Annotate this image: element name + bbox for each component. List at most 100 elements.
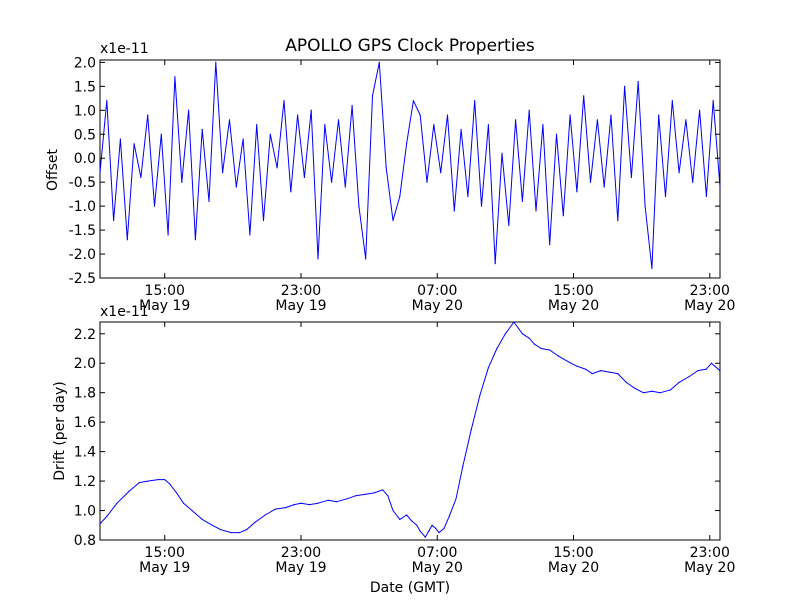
offset-x-tick-time: 15:00 (553, 283, 593, 299)
drift-data-point (533, 343, 535, 345)
offset-data-point (474, 100, 476, 102)
offset-data-point (555, 133, 558, 135)
drift-y-tick-label: 0.8 (74, 533, 96, 549)
offset-data-point (242, 138, 244, 140)
offset-data-point (262, 219, 265, 222)
drift-x-tick-time: 23:00 (690, 545, 730, 561)
drift-data-point (670, 389, 672, 391)
drift-data-point (424, 536, 426, 538)
offset-plot-frame (99, 59, 721, 279)
drift-data-point (470, 428, 472, 431)
drift-y-tick-label: 2.2 (74, 327, 96, 343)
offset-data-point (508, 224, 510, 226)
offset-x-tick-date: May 20 (548, 298, 599, 314)
offset-data-point (358, 205, 360, 207)
offset-data-point (385, 167, 387, 169)
offset-data-point (119, 138, 121, 140)
drift-y-tick-label: 1.6 (74, 415, 96, 431)
offset-data-point (685, 119, 687, 121)
drift-plot-frame (99, 321, 721, 541)
drift-data-point (239, 532, 241, 534)
drift-data-point (211, 524, 213, 526)
drift-data-point (496, 347, 498, 350)
offset-data-point (712, 100, 714, 102)
offset-data-point (719, 186, 721, 188)
drift-data-point (346, 498, 348, 500)
drift-data-point (678, 381, 680, 383)
drift-data-point (300, 502, 302, 504)
offset-x-tick-date: May 19 (139, 298, 190, 314)
drift-data-point (327, 499, 329, 501)
offset-data-point (658, 114, 660, 116)
offset-data-point (515, 119, 517, 121)
offset-data-point (249, 234, 251, 236)
offset-y-axis-label: Offset (45, 148, 61, 191)
offset-x-tick-date: May 20 (412, 298, 463, 314)
drift-data-point (191, 509, 193, 512)
offset-data-point (228, 119, 231, 121)
offset-data-point (351, 104, 353, 107)
drift-data-point (428, 530, 430, 532)
offset-x-tick-time: 23:00 (281, 283, 321, 299)
offset-y-tick-label: -0.5 (69, 175, 96, 191)
offset-data-point (392, 219, 394, 222)
offset-data-point (542, 124, 544, 126)
offset-data-point (126, 239, 128, 241)
offset-data-point (317, 258, 319, 260)
offset-data-point (446, 114, 449, 116)
chart-title: APOLLO GPS Clock Properties (285, 36, 535, 56)
drift-data-point (274, 508, 276, 510)
drift-data-point (479, 395, 481, 397)
offset-data-point (644, 205, 646, 207)
drift-data-point (651, 390, 653, 392)
drift-data-point (462, 465, 464, 467)
offset-data-point (215, 61, 217, 64)
drift-data-point (382, 489, 384, 491)
drift-data-point (373, 492, 375, 494)
offset-data-point (99, 172, 101, 174)
drift-data-point (365, 493, 367, 495)
offset-data-point (167, 234, 169, 236)
offset-data-point (569, 114, 571, 116)
drift-data-point (443, 527, 445, 529)
drift-data-point (513, 321, 515, 323)
offset-data-point (378, 61, 380, 64)
drift-data-point (625, 381, 627, 383)
drift-data-point (106, 515, 108, 518)
offset-data-point (303, 176, 305, 178)
drift-data-point (528, 337, 530, 339)
drift-data-point (147, 480, 149, 482)
offset-x-tick-time: 23:00 (690, 283, 730, 299)
drift-data-point (438, 532, 440, 534)
drift-data-point (317, 502, 319, 504)
offset-data-point (324, 124, 326, 126)
offset-data-point (480, 205, 483, 207)
offset-data-point (671, 100, 673, 102)
drift-data-point (169, 483, 171, 485)
drift-data-point (416, 524, 418, 526)
drift-data-point (591, 373, 593, 375)
drift-data-point (99, 523, 101, 525)
offset-data-point (501, 152, 503, 154)
offset-data-point (160, 133, 162, 135)
offset-y-tick-label: -1.0 (69, 199, 96, 215)
drift-data-point (504, 333, 506, 335)
drift-data-point (164, 479, 166, 481)
drift-data-point (354, 495, 357, 497)
drift-data-point (714, 365, 716, 367)
offset-data-point (651, 267, 653, 269)
drift-x-tick-date: May 20 (412, 560, 463, 576)
drift-data-point (642, 392, 645, 394)
drift-data-point (285, 507, 287, 509)
offset-data-point (310, 109, 312, 111)
offset-data-point (412, 100, 414, 102)
offset-data-point (453, 210, 455, 212)
drift-y-tick-label: 1.0 (74, 504, 96, 520)
offset-data-point (208, 200, 210, 202)
offset-data-point (371, 95, 374, 97)
offset-data-point (576, 191, 578, 193)
offset-panel: x1e-11 Offset 2.0 1.5 1.0 0.5 0.0 -0.5 -1.0 -1.… (45, 41, 735, 314)
drift-x-tick-time: 23:00 (281, 545, 321, 561)
drift-data-point (600, 370, 602, 372)
drift-x-tick-date: May 20 (684, 560, 735, 576)
